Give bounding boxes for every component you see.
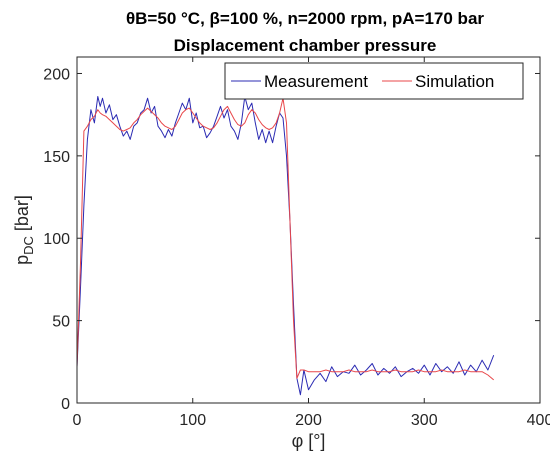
y-tick-label: 150 [43, 149, 70, 166]
series-line-simulation [76, 97, 495, 381]
y-tick-label: 100 [43, 231, 70, 248]
legend-simulation-label: Simulation [415, 72, 494, 91]
x-axis-label-text: φ [°] [292, 431, 326, 451]
x-tick-label: 400 [527, 412, 550, 429]
x-tick-label: 100 [179, 412, 206, 429]
series-layer [76, 96, 495, 396]
y-axis-label-text: pDC [bar] [12, 195, 36, 265]
x-tick-label: 200 [295, 412, 322, 429]
legend: Measurement Simulation [224, 62, 524, 100]
axes [76, 56, 541, 404]
tick-labels: 0 100 200 300 400 0 50 100 150 200 [43, 66, 550, 429]
series-line-measurement [76, 96, 495, 396]
chart-title: θB=50 °C, β=100 %, n=2000 rpm, pA=170 ba… [126, 9, 484, 28]
legend-measurement-label: Measurement [264, 72, 368, 91]
y-tick-label: 0 [61, 396, 70, 413]
x-tick-label: 0 [73, 412, 82, 429]
y-axis-label: pDC [bar] [12, 195, 36, 265]
y-tick-label: 200 [43, 66, 70, 83]
chart-subtitle: Displacement chamber pressure [174, 36, 437, 55]
legend-box [224, 62, 524, 100]
y-tick-label: 50 [52, 314, 70, 331]
x-axis-label: φ [°] [292, 431, 326, 451]
x-tick-label: 300 [411, 412, 438, 429]
